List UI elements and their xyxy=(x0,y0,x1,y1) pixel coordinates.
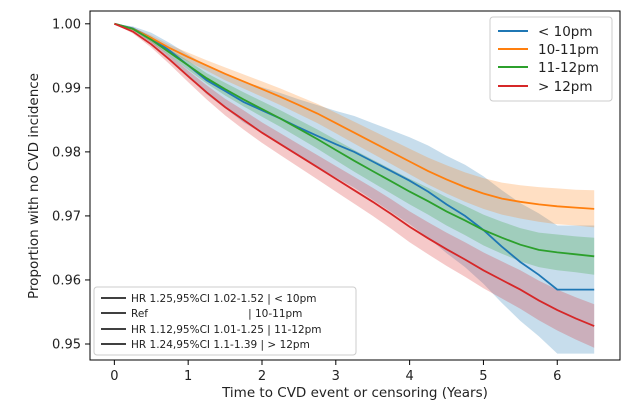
series-legend-frame xyxy=(489,16,613,102)
legend-label-gt12pm: > 12pm xyxy=(538,79,593,95)
ci-band-lt-10pm xyxy=(114,23,595,354)
y-tick-label: 0.95 xyxy=(52,337,81,352)
legend-label-11-12pm: 11-12pm xyxy=(538,60,599,76)
x-tick-label: 2 xyxy=(258,369,266,384)
x-tick-label: 5 xyxy=(479,369,487,384)
series-line-gt-12pm xyxy=(114,22,595,327)
x-tick-label: 4 xyxy=(405,369,413,384)
y-tick-label: 0.97 xyxy=(52,209,81,224)
x-tick-label: 0 xyxy=(110,369,118,384)
ci-bands xyxy=(114,23,595,354)
hr-legend-text-4: HR 1.24,95%CI 1.1-1.39 | > 12pm xyxy=(131,339,310,351)
series-lines xyxy=(114,22,595,327)
ci-band-10-11pm xyxy=(114,23,595,228)
hr-legend-text-2: Ref | 10-11pm xyxy=(131,308,302,320)
y-axis-title: Proportion with no CVD incidence xyxy=(26,73,42,299)
ci-band-11-12pm xyxy=(114,23,595,275)
y-axis-ticks: 1.00 0.99 0.98 0.97 0.96 0.95 xyxy=(52,17,90,352)
x-axis-ticks: 0 1 2 3 4 5 6 xyxy=(110,360,561,384)
hr-legend-frame xyxy=(93,286,357,356)
x-axis-title: Time to CVD event or censoring (Years) xyxy=(221,385,488,401)
hr-legend-text-3: HR 1.12,95%CI 1.01-1.25 | 11-12pm xyxy=(131,324,322,336)
y-tick-label: 0.96 xyxy=(52,273,81,288)
ci-band-gt-12pm xyxy=(114,23,595,348)
y-tick-label: 0.99 xyxy=(52,81,81,96)
x-tick-label: 6 xyxy=(553,369,561,384)
series-line-11-12pm xyxy=(114,22,595,258)
series-line-10-11pm xyxy=(114,22,595,210)
hr-legend: HR 1.25,95%CI 1.02-1.52 | < 10pm Ref | 1… xyxy=(93,286,357,356)
y-tick-label: 0.98 xyxy=(52,145,81,160)
legend-label-lt10pm: < 10pm xyxy=(538,24,593,40)
y-tick-label: 1.00 xyxy=(52,17,81,32)
legend-label-10-11pm: 10-11pm xyxy=(538,42,599,58)
series-legend: < 10pm 10-11pm 11-12pm > 12pm xyxy=(489,16,613,102)
hr-legend-text-1: HR 1.25,95%CI 1.02-1.52 | < 10pm xyxy=(131,293,317,305)
x-tick-label: 1 xyxy=(184,369,192,384)
x-tick-label: 3 xyxy=(332,369,340,384)
